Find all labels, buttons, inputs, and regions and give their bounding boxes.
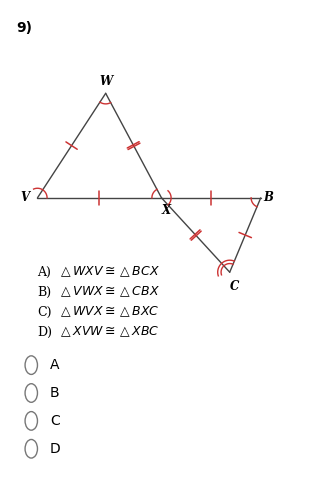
Text: X: X: [162, 204, 171, 217]
Text: C: C: [50, 414, 60, 428]
Text: W: W: [99, 75, 112, 88]
Text: C): C): [37, 306, 52, 318]
Text: $\triangle WXV \cong \triangle BCX$: $\triangle WXV \cong \triangle BCX$: [57, 265, 160, 279]
Text: A: A: [50, 358, 59, 372]
Text: $\triangle VWX \cong \triangle CBX$: $\triangle VWX \cong \triangle CBX$: [57, 285, 160, 300]
Text: $\triangle XVW \cong \triangle XBC$: $\triangle XVW \cong \triangle XBC$: [57, 325, 159, 339]
Text: C: C: [230, 280, 239, 293]
Text: V: V: [20, 191, 30, 204]
Text: B): B): [37, 286, 52, 299]
Text: D: D: [50, 442, 61, 456]
Text: B: B: [264, 191, 273, 204]
Text: B: B: [50, 386, 59, 400]
Text: D): D): [37, 326, 52, 339]
Text: $\triangle WVX \cong \triangle BXC$: $\triangle WVX \cong \triangle BXC$: [57, 305, 159, 319]
Text: A): A): [37, 266, 51, 279]
Text: 9): 9): [16, 21, 32, 35]
